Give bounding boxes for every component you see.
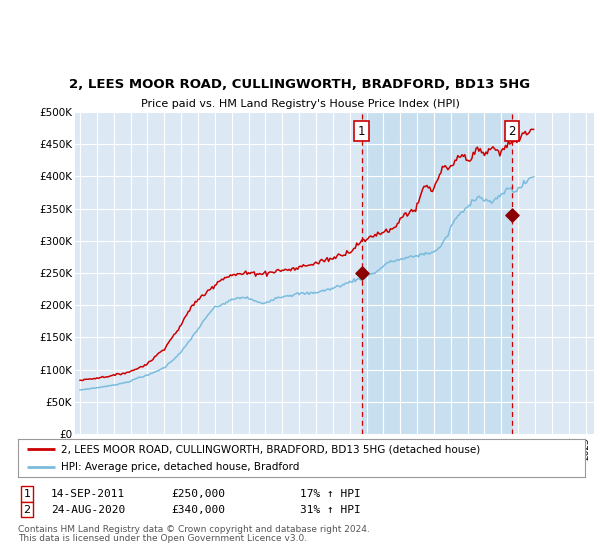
Text: 24-AUG-2020: 24-AUG-2020 xyxy=(51,505,125,515)
Text: £340,000: £340,000 xyxy=(171,505,225,515)
Text: 2: 2 xyxy=(23,505,31,515)
Text: 2, LEES MOOR ROAD, CULLINGWORTH, BRADFORD, BD13 5HG (detached house): 2, LEES MOOR ROAD, CULLINGWORTH, BRADFOR… xyxy=(61,444,480,454)
Text: This data is licensed under the Open Government Licence v3.0.: This data is licensed under the Open Gov… xyxy=(18,534,307,543)
Text: Contains HM Land Registry data © Crown copyright and database right 2024.: Contains HM Land Registry data © Crown c… xyxy=(18,525,370,534)
Text: 2: 2 xyxy=(508,125,516,138)
Text: 14-SEP-2011: 14-SEP-2011 xyxy=(51,489,125,499)
Point xyxy=(508,211,517,220)
Text: 1: 1 xyxy=(23,489,31,499)
Text: 17% ↑ HPI: 17% ↑ HPI xyxy=(300,489,361,499)
Text: 31% ↑ HPI: 31% ↑ HPI xyxy=(300,505,361,515)
Text: HPI: Average price, detached house, Bradford: HPI: Average price, detached house, Brad… xyxy=(61,462,299,472)
Text: £250,000: £250,000 xyxy=(171,489,225,499)
Bar xyxy=(362,112,512,434)
Text: 2, LEES MOOR ROAD, CULLINGWORTH, BRADFORD, BD13 5HG: 2, LEES MOOR ROAD, CULLINGWORTH, BRADFOR… xyxy=(70,78,530,91)
Point xyxy=(357,269,367,278)
Text: Price paid vs. HM Land Registry's House Price Index (HPI): Price paid vs. HM Land Registry's House … xyxy=(140,99,460,109)
Text: 1: 1 xyxy=(358,125,365,138)
